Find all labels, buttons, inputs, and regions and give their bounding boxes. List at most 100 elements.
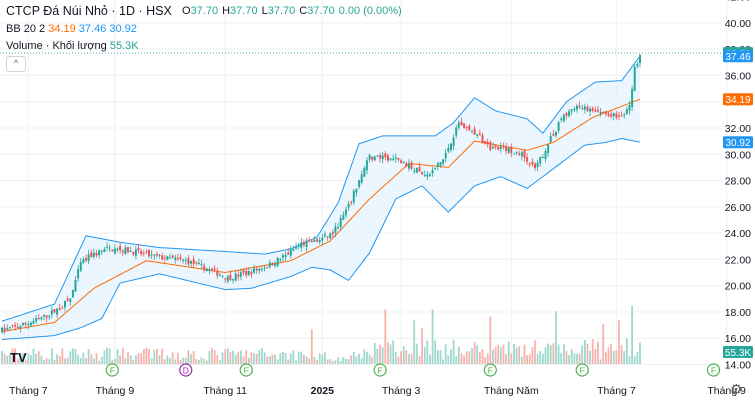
candle-body <box>620 115 623 117</box>
candle-body <box>58 308 61 310</box>
candle-body <box>158 255 161 256</box>
volume-bar <box>195 359 198 364</box>
candle-body <box>573 109 576 110</box>
collapse-legend-button[interactable]: ^ <box>6 56 26 72</box>
bollinger-basis-line <box>1 98 641 333</box>
candle-body <box>98 250 101 256</box>
candle-body <box>45 315 48 318</box>
volume-bar <box>43 360 45 364</box>
volume-bar <box>615 350 618 364</box>
candle-body <box>323 234 326 237</box>
volume-bar <box>337 357 339 364</box>
volume-bar <box>179 359 182 364</box>
candle-body <box>161 255 164 260</box>
candle-body <box>208 269 211 271</box>
volume-bar <box>605 352 607 364</box>
volume-bar <box>79 357 82 364</box>
candle-body <box>253 268 255 273</box>
event-marker <box>239 363 253 377</box>
volume-bar <box>103 350 106 364</box>
settings-icon[interactable]: ⚙ <box>730 381 743 397</box>
candle-body <box>132 251 135 255</box>
volume-bar <box>636 352 639 364</box>
volume-bar <box>408 354 410 364</box>
volume-bar <box>135 355 137 364</box>
candle-body <box>610 114 613 117</box>
candle-body <box>429 174 431 176</box>
volume-bar <box>226 348 229 364</box>
candle-body <box>187 258 190 265</box>
volume-bar <box>108 348 111 364</box>
volume-bar <box>481 349 484 364</box>
candle-body <box>95 253 98 256</box>
volume-bar <box>576 353 578 364</box>
candle-body <box>266 267 269 269</box>
candle-body <box>602 111 605 113</box>
volume-bar <box>597 341 599 364</box>
candle-body <box>439 162 442 166</box>
candle-body <box>376 155 379 157</box>
volume-bar <box>610 344 612 364</box>
volume-bar <box>612 351 615 364</box>
candle-body <box>539 156 542 164</box>
candle-body <box>48 316 51 318</box>
volume-bar <box>19 353 22 364</box>
volume-bar <box>53 360 56 364</box>
volume-bar <box>303 355 305 364</box>
volume-bar <box>289 353 292 364</box>
candle-body <box>586 106 589 111</box>
candle-body <box>35 318 38 322</box>
candle-body <box>628 105 631 111</box>
volume-bar <box>116 349 119 364</box>
volume-bar <box>156 349 158 364</box>
candle-body <box>526 157 529 162</box>
volume-bar <box>366 351 368 364</box>
event-marker-label: F <box>377 366 382 376</box>
event-marker-label: F <box>580 366 585 376</box>
candle-body <box>499 146 502 149</box>
volume-bar <box>473 341 476 364</box>
volume-bar <box>515 347 518 364</box>
candle-body <box>300 242 303 248</box>
volume-bar <box>27 354 30 364</box>
event-marker-label: D <box>183 366 189 376</box>
candle-body <box>182 259 185 261</box>
candle-body <box>583 106 586 110</box>
candle-body <box>442 159 445 164</box>
candle-body <box>421 172 424 175</box>
volume-bar <box>253 353 255 364</box>
candle-body <box>218 275 221 276</box>
candle-body <box>473 128 476 135</box>
volume-bar <box>549 345 552 364</box>
candle-body <box>53 309 56 313</box>
volume-bar <box>150 358 153 364</box>
candle-body <box>284 254 287 257</box>
candle-body <box>373 156 376 161</box>
volume-bar <box>300 351 303 364</box>
volume-bar <box>95 353 98 364</box>
candle-body <box>494 145 497 148</box>
candle-body <box>316 239 319 242</box>
volume-bar <box>602 324 605 364</box>
volume-bar <box>37 351 40 364</box>
volume-bar <box>376 349 379 364</box>
volume-bar <box>3 353 6 364</box>
candle-body <box>371 156 374 160</box>
volume-bar <box>334 360 337 364</box>
x-tick-label: Tháng 3 <box>382 385 421 397</box>
ohlc-value: 37.70 <box>230 5 258 17</box>
candle-body <box>531 161 534 165</box>
volume-bar <box>415 343 418 364</box>
volume-bar <box>505 354 507 364</box>
candle-body <box>271 262 274 266</box>
candle-body <box>639 54 641 63</box>
candle-body <box>197 263 200 265</box>
candle-body <box>536 162 539 167</box>
candle-body <box>633 66 636 91</box>
candle-body <box>510 146 513 154</box>
candle-body <box>507 147 510 153</box>
volume-bar <box>9 354 11 364</box>
volume-bar <box>74 348 77 364</box>
bb-upper-value: 37.46 <box>78 23 107 35</box>
